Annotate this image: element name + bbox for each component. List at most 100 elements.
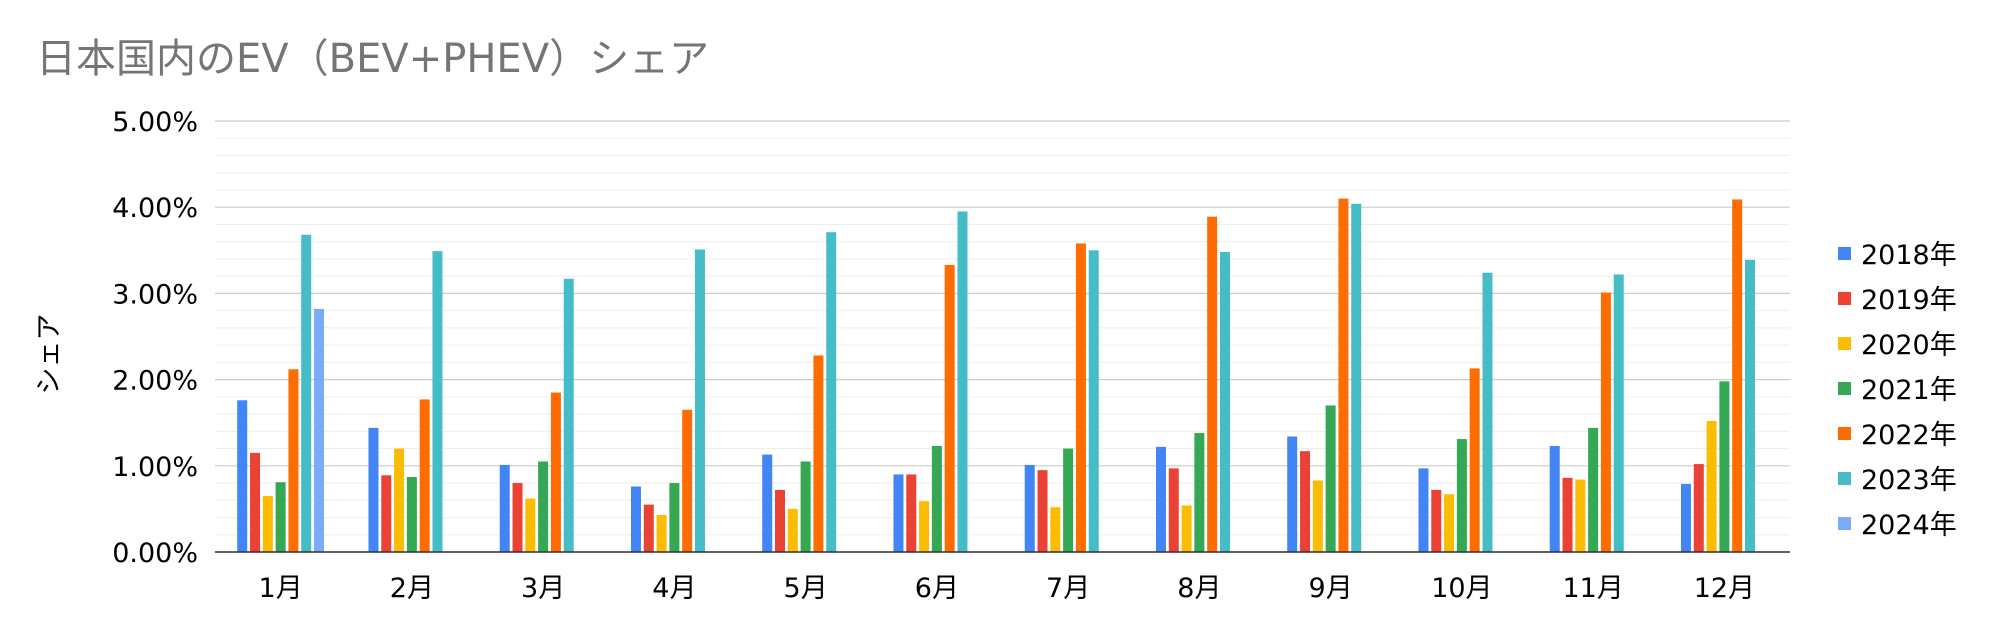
bar-2021年-3月 — [538, 461, 549, 552]
legend-label: 2022年 — [1861, 420, 1957, 451]
legend-swatch — [1838, 382, 1851, 395]
legend-label: 2023年 — [1861, 465, 1957, 496]
bar-2023年-3月 — [563, 278, 574, 552]
bar-2022年-12月 — [1732, 199, 1743, 552]
legend-swatch — [1838, 517, 1851, 530]
bar-2021年-6月 — [931, 445, 942, 552]
y-tick-labels: 0.00% 1.00% 2.00% 3.00% 4.00% 5.00% — [112, 107, 198, 569]
bar-2021年-5月 — [800, 461, 811, 552]
bar-2019年-3月 — [512, 483, 523, 552]
legend-label: 2024年 — [1861, 510, 1957, 541]
legend-item: 2019年 — [1838, 285, 1957, 316]
legend-item: 2020年 — [1838, 330, 1957, 361]
x-tick-label: 10月 — [1431, 573, 1492, 604]
bar-2020年-4月 — [656, 514, 667, 552]
bar-2018年-10月 — [1418, 468, 1429, 552]
x-tick-label: 2月 — [390, 573, 434, 604]
bar-2023年-7月 — [1088, 250, 1099, 553]
bar-2020年-2月 — [394, 448, 405, 552]
bar-2023年-6月 — [957, 211, 968, 552]
legend: 2018年 2019年 2020年 2021年 2022年 2023年 2024年 — [1838, 240, 1957, 541]
legend-swatch — [1838, 472, 1851, 485]
bar-2022年-5月 — [813, 355, 824, 552]
bar-2019年-7月 — [1037, 470, 1048, 552]
bars — [237, 198, 1755, 553]
bar-2018年-12月 — [1680, 483, 1691, 552]
bar-2019年-12月 — [1693, 464, 1704, 552]
bar-2020年-11月 — [1575, 479, 1586, 552]
bar-2018年-6月 — [893, 474, 904, 552]
legend-swatch — [1838, 427, 1851, 440]
bar-2023年-9月 — [1351, 203, 1362, 552]
bar-2018年-1月 — [237, 400, 248, 552]
bar-2019年-8月 — [1168, 468, 1179, 552]
x-tick-label: 8月 — [1177, 573, 1221, 604]
x-tick-label: 4月 — [652, 573, 696, 604]
x-tick-label: 9月 — [1309, 573, 1353, 604]
x-tick-label: 5月 — [784, 573, 828, 604]
x-tick-label: 3月 — [521, 573, 565, 604]
x-tick-labels: 1月 2月 3月 4月 5月 6月 7月 8月 9月 10月 11月 12月 — [259, 573, 1756, 604]
legend-label: 2020年 — [1861, 330, 1957, 361]
bar-2018年-5月 — [762, 454, 773, 552]
x-tick-label: 1月 — [259, 573, 303, 604]
bar-2018年-11月 — [1549, 445, 1560, 552]
bar-2022年-11月 — [1600, 292, 1611, 552]
x-tick-label: 12月 — [1694, 573, 1755, 604]
bar-2019年-4月 — [643, 504, 654, 552]
bar-2020年-1月 — [262, 495, 273, 552]
legend-item: 2021年 — [1838, 375, 1957, 406]
legend-label: 2018年 — [1861, 240, 1957, 271]
bar-2020年-5月 — [787, 508, 798, 552]
bar-2020年-6月 — [919, 501, 930, 552]
bar-2021年-11月 — [1588, 427, 1599, 552]
legend-swatch — [1838, 292, 1851, 305]
bar-2021年-7月 — [1063, 448, 1074, 552]
bar-2022年-8月 — [1207, 216, 1218, 552]
bar-2021年-8月 — [1194, 433, 1205, 552]
bar-2023年-12月 — [1744, 259, 1755, 552]
legend-item: 2024年 — [1838, 510, 1957, 541]
y-tick-label: 0.00% — [112, 538, 198, 569]
bar-2022年-3月 — [550, 392, 561, 552]
x-tick-label: 11月 — [1562, 573, 1623, 604]
bar-2021年-9月 — [1325, 405, 1336, 552]
bar-2018年-4月 — [630, 486, 641, 552]
bar-2021年-4月 — [669, 483, 680, 552]
x-tick-label: 6月 — [915, 573, 959, 604]
x-tick-label: 7月 — [1046, 573, 1090, 604]
bar-2024年-1月 — [314, 308, 325, 552]
bar-2020年-12月 — [1706, 420, 1717, 552]
bar-2022年-4月 — [682, 409, 693, 552]
bar-2019年-1月 — [250, 452, 261, 552]
bar-2020年-9月 — [1312, 480, 1323, 552]
bar-2023年-11月 — [1613, 274, 1624, 552]
legend-label: 2019年 — [1861, 285, 1957, 316]
bar-2021年-10月 — [1456, 439, 1467, 552]
y-tick-label: 1.00% — [112, 452, 198, 483]
bar-2021年-2月 — [406, 477, 417, 552]
bar-2019年-11月 — [1562, 477, 1573, 552]
bar-2022年-1月 — [288, 369, 299, 552]
bar-2019年-6月 — [906, 474, 917, 552]
bar-2020年-7月 — [1050, 507, 1061, 552]
bar-2020年-8月 — [1181, 505, 1192, 552]
bar-2021年-1月 — [275, 482, 286, 552]
legend-swatch — [1838, 337, 1851, 350]
bar-2018年-2月 — [368, 427, 379, 552]
bar-2020年-3月 — [525, 498, 536, 552]
bar-2023年-4月 — [694, 249, 705, 553]
bar-2020年-10月 — [1444, 494, 1455, 552]
bar-2018年-7月 — [1024, 464, 1035, 552]
chart-title: 日本国内のEV（BEV+PHEV）シェア — [36, 36, 710, 82]
bar-2023年-10月 — [1482, 272, 1493, 552]
bar-2023年-1月 — [301, 234, 312, 552]
gridlines — [215, 120, 1790, 553]
bar-2018年-8月 — [1155, 446, 1166, 552]
bar-2018年-3月 — [499, 464, 510, 552]
legend-item: 2023年 — [1838, 465, 1957, 496]
bar-2021年-12月 — [1719, 381, 1730, 552]
bar-2022年-7月 — [1075, 243, 1086, 553]
bar-2023年-2月 — [432, 251, 443, 553]
bar-2019年-10月 — [1431, 489, 1442, 552]
